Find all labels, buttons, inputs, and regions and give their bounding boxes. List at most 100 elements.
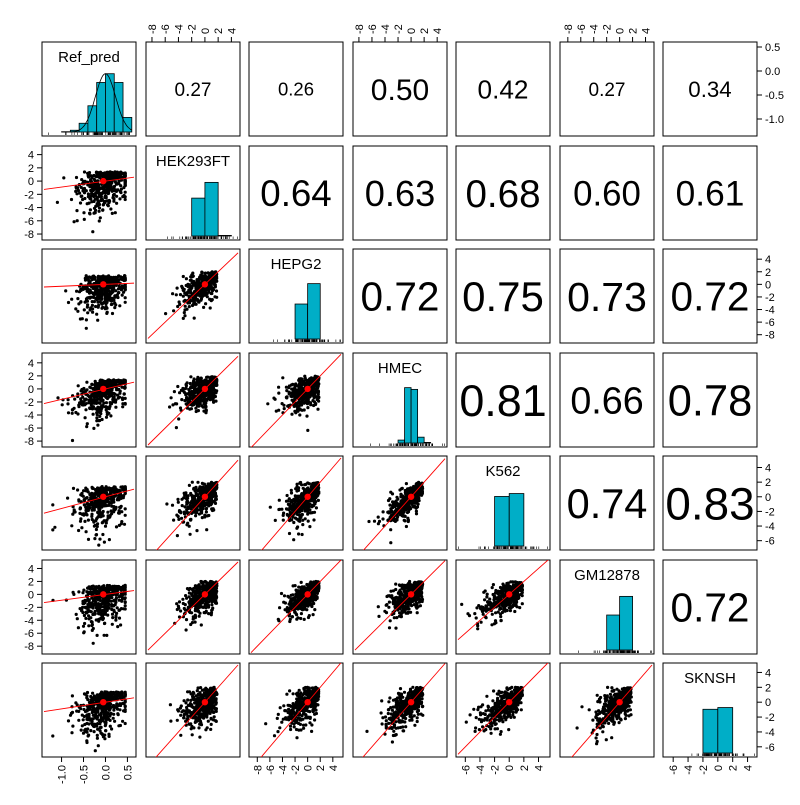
rug-marks — [459, 547, 548, 550]
scatter-point — [395, 518, 398, 521]
scatter-point — [100, 298, 103, 301]
panel-ref-pred-sknsh: 0.34 — [663, 42, 757, 136]
scatter-point — [95, 313, 98, 316]
scatter-point — [77, 529, 80, 532]
scatter-point — [102, 187, 105, 190]
scatter-point — [414, 502, 417, 505]
scatter-point — [106, 614, 109, 617]
scatter-point — [317, 395, 320, 398]
scatter-point — [179, 293, 182, 296]
scatter-point — [112, 609, 115, 612]
panel-hepg2-hmec: 0.72 — [353, 249, 447, 343]
scatter-point — [183, 391, 186, 394]
scatter-point — [211, 289, 214, 292]
scatter-point — [199, 506, 202, 509]
scatter-point — [107, 280, 110, 283]
scatter-point — [120, 505, 123, 508]
scatter-point — [105, 380, 108, 383]
scatter-point — [118, 489, 121, 492]
scatter-point — [107, 204, 110, 207]
scatter-point — [307, 502, 310, 505]
panel-k562-hepg2 — [249, 456, 343, 563]
scatter-point — [295, 485, 298, 488]
scatter-point — [86, 422, 89, 425]
scatter-point — [79, 397, 82, 400]
panel-frame — [42, 456, 136, 550]
scatter-point — [115, 202, 118, 205]
scatter-point — [188, 283, 191, 286]
scatter-point — [102, 172, 105, 175]
scatter-point — [84, 399, 87, 402]
scatter-point — [406, 517, 409, 520]
rug-marks — [274, 340, 341, 343]
scatter-point — [120, 286, 123, 289]
scatter-point — [304, 401, 307, 404]
scatter-point — [97, 544, 100, 547]
scatter-point — [88, 297, 91, 300]
scatter-point — [94, 380, 97, 383]
scatter-point — [83, 403, 86, 406]
correlation-value: 0.74 — [567, 480, 648, 527]
scatter-point — [92, 427, 95, 430]
scatter-point — [188, 305, 191, 308]
scatter-point — [298, 481, 301, 484]
scatter-point — [82, 387, 85, 390]
scatter-point — [269, 506, 272, 509]
scatter-point — [399, 493, 402, 496]
scatter-point — [99, 173, 102, 176]
scatter-point — [201, 482, 204, 485]
scatter-point — [107, 396, 110, 399]
scatter-point — [112, 599, 115, 602]
scatter-point — [205, 610, 208, 613]
scatter-point — [108, 584, 111, 587]
scatter-point — [179, 406, 182, 409]
scatter-point — [85, 388, 88, 391]
scatter-point — [112, 397, 115, 400]
panel-hepg2-hepg2: HEPG2 — [249, 249, 343, 343]
scatter-point — [311, 377, 314, 380]
scatter-point — [82, 211, 85, 214]
mean-point — [202, 386, 208, 392]
scatter-point — [171, 403, 174, 406]
scatter-point — [194, 381, 197, 384]
scatter-point — [165, 502, 168, 505]
scatter-point — [109, 488, 112, 491]
scatter-point — [204, 302, 207, 305]
scatter-point — [214, 276, 217, 279]
scatter-point — [301, 496, 304, 499]
scatter-point — [88, 212, 91, 215]
scatter-point — [97, 585, 100, 588]
mean-point — [100, 178, 106, 184]
scatter-point — [97, 620, 100, 623]
panel-hmec-sknsh: 0.78 — [663, 353, 757, 447]
panel-hepg2-gm12878: 0.73 — [560, 249, 654, 343]
fit-line — [251, 354, 341, 447]
scatter-point — [91, 284, 94, 287]
scatter-point — [181, 598, 184, 601]
scatter-point — [51, 528, 54, 531]
scatter-point — [106, 185, 109, 188]
scatter-point — [89, 306, 92, 309]
scatter-point — [277, 409, 280, 412]
scatter-point — [83, 614, 86, 617]
scatter-point — [186, 501, 189, 504]
scatter-point — [91, 518, 94, 521]
scatter-point — [282, 511, 285, 514]
scatter-point — [298, 384, 301, 387]
scatter-point — [109, 207, 112, 210]
scatter-point — [70, 198, 73, 201]
histogram-bar — [192, 198, 205, 236]
scatter-point — [113, 170, 116, 173]
scatter-point — [191, 501, 194, 504]
scatter-point — [106, 175, 109, 178]
scatter-point — [114, 616, 117, 619]
scatter-point — [119, 623, 122, 626]
scatter-point — [91, 401, 94, 404]
panel-hek293ft-k562: 0.68 — [456, 146, 550, 240]
scatter-point — [212, 400, 215, 403]
scatter-point — [118, 304, 121, 307]
scatter-point — [92, 405, 95, 408]
scatter-point — [84, 279, 87, 282]
scatter-point — [99, 405, 102, 408]
scatter-point — [389, 528, 392, 531]
